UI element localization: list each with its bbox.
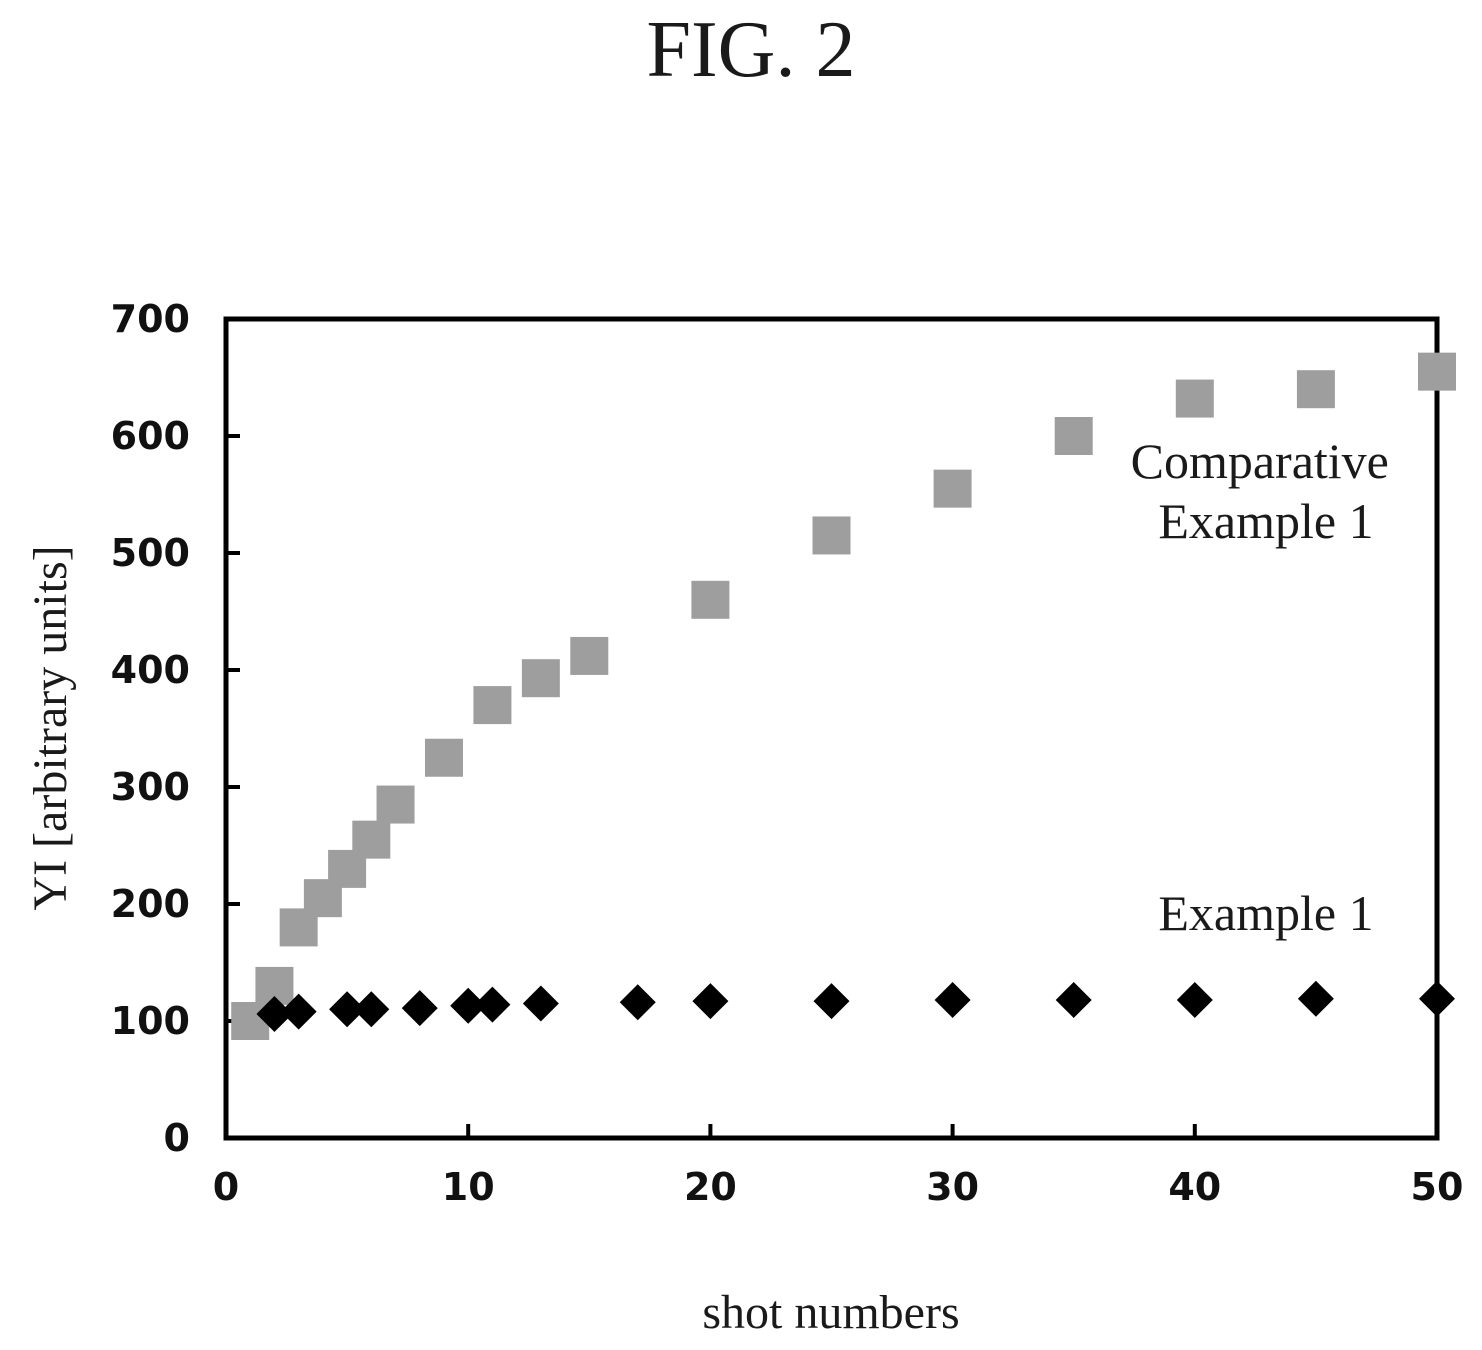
- x-tick-label: 0: [213, 1165, 239, 1209]
- diamond-marker: [401, 990, 438, 1027]
- y-tick-label: 500: [111, 531, 190, 575]
- square-marker: [352, 820, 391, 859]
- comparative-example-label-line-2: Example 1: [1158, 493, 1373, 549]
- x-tick-label: 50: [1411, 1165, 1464, 1209]
- square-marker: [376, 785, 415, 824]
- square-marker: [570, 636, 609, 675]
- square-marker: [691, 580, 730, 619]
- square-marker: [1418, 352, 1456, 391]
- diamond-marker: [619, 984, 656, 1021]
- diamond-marker: [474, 986, 511, 1023]
- square-marker: [521, 659, 560, 698]
- x-tick-label: 10: [442, 1165, 495, 1209]
- square-marker: [1296, 370, 1335, 409]
- y-axis-label: YI [arbitrary units]: [24, 545, 77, 910]
- comparative-example-label: Comparative Example 1: [1131, 433, 1402, 549]
- figure-title: FIG. 2: [647, 6, 856, 94]
- plot-frame: [223, 316, 1440, 1141]
- x-tick-label: 20: [684, 1165, 737, 1209]
- x-axis-label: shot numbers: [702, 1286, 959, 1339]
- square-marker: [424, 738, 463, 777]
- diamond-marker: [256, 995, 293, 1032]
- diamond-marker: [280, 993, 317, 1030]
- y-tick-label: 200: [111, 882, 190, 926]
- square-marker: [473, 686, 512, 725]
- comparative-example-label-line-1: Comparative: [1131, 433, 1389, 489]
- series-example-1: [256, 980, 1455, 1032]
- square-marker: [933, 469, 972, 508]
- diamond-marker: [329, 991, 366, 1028]
- x-tick-label: 40: [1168, 1165, 1221, 1209]
- diamond-marker: [353, 991, 390, 1028]
- square-marker: [1054, 417, 1093, 455]
- square-marker: [812, 516, 851, 555]
- data-points: [231, 352, 1456, 1040]
- diamond-marker: [692, 983, 729, 1020]
- diamond-marker: [1055, 981, 1092, 1018]
- x-axis-ticks: 0 10 20 30 40 50: [213, 1124, 1464, 1209]
- y-axis-ticks: 0 100 200 300 400 500 600 700: [111, 297, 240, 1160]
- diamond-marker: [1176, 981, 1213, 1018]
- diamond-marker: [813, 983, 850, 1020]
- y-tick-label: 400: [111, 648, 190, 692]
- diamond-marker: [1419, 980, 1455, 1017]
- diamond-marker: [934, 981, 971, 1018]
- diamond-marker: [1297, 980, 1334, 1017]
- y-tick-label: 600: [111, 414, 190, 458]
- y-tick-label: 0: [164, 1116, 190, 1160]
- diamond-marker: [450, 987, 487, 1024]
- example-label-line-1: Example 1: [1158, 885, 1373, 941]
- y-tick-label: 700: [111, 297, 190, 341]
- x-tick-label: 30: [926, 1165, 979, 1209]
- y-tick-label: 300: [111, 765, 190, 809]
- square-marker: [1175, 379, 1214, 418]
- example-label: Example 1: [1158, 885, 1373, 941]
- y-tick-label: 100: [111, 999, 190, 1043]
- series-comparative-example-1: [231, 352, 1456, 1040]
- diamond-marker: [522, 985, 559, 1022]
